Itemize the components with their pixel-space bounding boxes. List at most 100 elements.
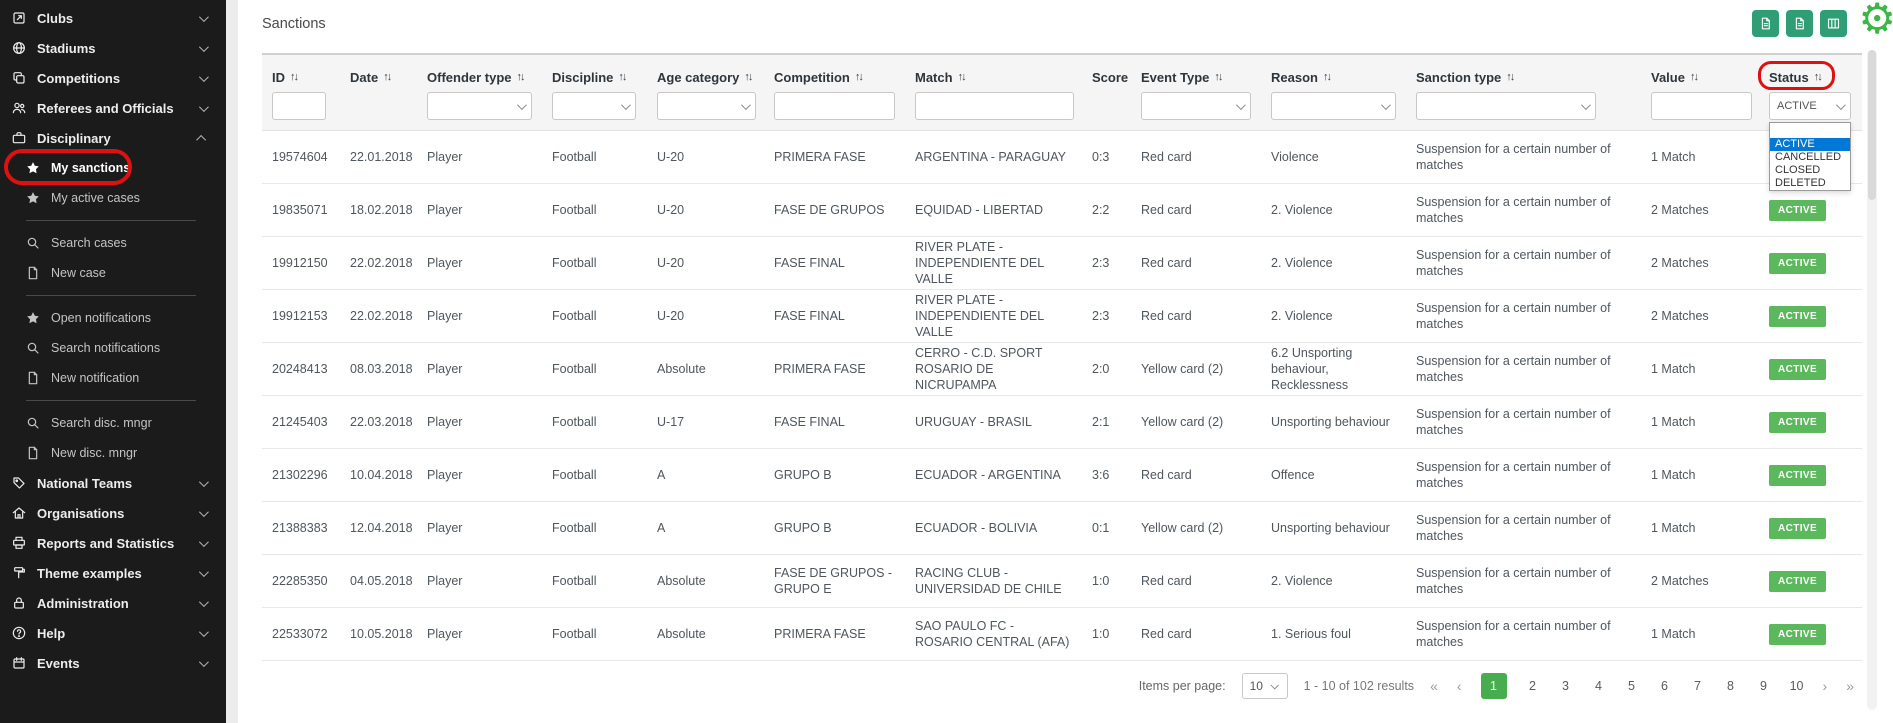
filter-select-reason[interactable]	[1271, 92, 1396, 120]
sort-icon[interactable]: ↑↓	[1214, 71, 1223, 83]
table-row[interactable]: 19574604 22.01.2018 Player Football U-20 PRIM…	[262, 131, 1862, 184]
column-header-match[interactable]: Match ↑↓	[905, 67, 1082, 87]
next-page-button[interactable]: ›	[1822, 678, 1828, 694]
column-header-reason[interactable]: Reason ↑↓	[1261, 67, 1406, 87]
filter-select-discipline[interactable]	[552, 92, 636, 120]
status-option-deleted[interactable]: DELETED	[1775, 177, 1826, 189]
page-button-9[interactable]: 9	[1760, 679, 1767, 693]
sidebar-item-national-teams[interactable]: National Teams	[0, 468, 226, 498]
column-header-status[interactable]: Status ↑↓	[1758, 61, 1862, 90]
status-badge: ACTIVE	[1769, 305, 1827, 327]
column-header-id[interactable]: ID ↑↓	[262, 67, 340, 87]
sidebar: Clubs Stadiums Competitions Referees and Of…	[0, 0, 226, 723]
settings-gear-icon[interactable]: ⚙	[1858, 0, 1893, 42]
organisations-icon	[10, 505, 27, 522]
page-button-8[interactable]: 8	[1727, 679, 1734, 693]
sidebar-item-open-notifications[interactable]: Open notifications	[0, 303, 226, 333]
status-option-closed[interactable]: CLOSED	[1775, 164, 1821, 176]
column-header-offender-type[interactable]: Offender type ↑↓	[417, 67, 542, 87]
sidebar-item-my-active-cases[interactable]: My active cases	[0, 183, 226, 213]
sidebar-item-search-disc-mngr[interactable]: Search disc. mngr	[0, 408, 226, 438]
sidebar-item-competitions[interactable]: Competitions	[0, 63, 226, 93]
filter-select-event-type[interactable]	[1141, 92, 1251, 120]
sidebar-item-new-disc-mngr[interactable]: New disc. mngr	[0, 438, 226, 468]
sort-icon[interactable]: ↑↓	[1322, 71, 1332, 83]
filter-select-age-category[interactable]	[657, 92, 756, 120]
cell-offender_type: Player	[427, 308, 463, 323]
table-row[interactable]: 19835071 18.02.2018 Player Football U-20 FASE…	[262, 184, 1862, 237]
column-header-age-category[interactable]: Age category ↑↓	[647, 67, 764, 87]
column-header-competition[interactable]: Competition ↑↓	[764, 67, 905, 87]
prev-page-button[interactable]: ‹	[1456, 678, 1462, 694]
sort-icon[interactable]: ↑↓	[744, 71, 753, 83]
sort-icon[interactable]: ↑↓	[1689, 71, 1699, 83]
page-button-7[interactable]: 7	[1694, 679, 1701, 693]
status-option-cancelled[interactable]: CANCELLED	[1775, 151, 1842, 163]
table-row[interactable]: 21245403 22.03.2018 Player Football U-17 FASE…	[262, 396, 1862, 449]
table-row[interactable]: 22285350 04.05.2018 Player Football Absolute…	[262, 555, 1862, 608]
sidebar-item-search-notifications[interactable]: Search notifications	[0, 333, 226, 363]
sidebar-item-theme-examples[interactable]: Theme examples	[0, 558, 226, 588]
page-button-4[interactable]: 4	[1595, 679, 1602, 693]
filter-input-competition[interactable]	[774, 92, 895, 120]
sidebar-item-new-notification[interactable]: New notification	[0, 363, 226, 393]
sidebar-item-disciplinary[interactable]: Disciplinary	[0, 123, 226, 153]
sort-icon[interactable]: ↑↓	[290, 71, 299, 83]
column-header-discipline[interactable]: Discipline ↑↓	[542, 67, 647, 87]
table-row[interactable]: 20248413 08.03.2018 Player Football Absolute…	[262, 343, 1862, 396]
sidebar-scrollbar[interactable]	[226, 0, 238, 723]
page-button-1[interactable]: 1	[1480, 673, 1507, 699]
sort-icon[interactable]: ↑↓	[957, 71, 967, 83]
first-page-button[interactable]: «	[1430, 678, 1438, 694]
sort-icon[interactable]: ↑↓	[618, 71, 627, 83]
table-row[interactable]: 21388383 12.04.2018 Player Football A GRUPO B…	[262, 502, 1862, 555]
main-scrollbar[interactable]	[1867, 50, 1877, 710]
export-excel-button[interactable]	[1786, 10, 1813, 37]
sidebar-item-administration[interactable]: Administration	[0, 588, 226, 618]
filter-select-offender-type[interactable]	[427, 92, 532, 120]
sort-icon[interactable]: ↑↓	[516, 71, 526, 83]
status-option-active[interactable]: ACTIVE	[1770, 138, 1850, 151]
filter-input-match[interactable]	[915, 92, 1074, 120]
cell-sanction_type: Suspension for a certain number of match…	[1416, 194, 1611, 225]
filter-input-value[interactable]	[1651, 92, 1752, 120]
status-badge: ACTIVE	[1769, 252, 1827, 274]
column-header-event-type[interactable]: Event Type ↑↓	[1131, 67, 1261, 87]
sort-icon[interactable]: ↑↓	[1506, 71, 1515, 83]
sidebar-item-stadiums[interactable]: Stadiums	[0, 33, 226, 63]
sidebar-item-label: Competitions	[37, 70, 121, 86]
filter-select-status[interactable]: ACTIVE	[1769, 92, 1851, 120]
last-page-button[interactable]: »	[1846, 678, 1854, 694]
page-button-10[interactable]: 10	[1789, 679, 1804, 693]
filter-input-id[interactable]	[272, 92, 326, 120]
sidebar-item-search-cases[interactable]: Search cases	[0, 228, 226, 258]
sort-icon[interactable]: ↑↓	[1813, 71, 1823, 83]
status-option-blank[interactable]	[1770, 123, 1850, 138]
column-header-sanction-type[interactable]: Sanction type ↑↓	[1406, 67, 1641, 87]
sidebar-item-referees-and-officials[interactable]: Referees and Officials	[0, 93, 226, 123]
page-button-2[interactable]: 2	[1529, 679, 1536, 693]
sidebar-item-my-sanctions[interactable]: My sanctions	[0, 149, 226, 185]
sort-icon[interactable]: ↑↓	[383, 71, 392, 83]
page-button-6[interactable]: 6	[1661, 679, 1668, 693]
column-visibility-button[interactable]	[1820, 10, 1847, 37]
page-button-5[interactable]: 5	[1628, 679, 1635, 693]
sidebar-item-reports-and-statistics[interactable]: Reports and Statistics	[0, 528, 226, 558]
table-row[interactable]: 19912153 22.02.2018 Player Football U-20 FASE…	[262, 290, 1862, 343]
sidebar-item-help[interactable]: Help	[0, 618, 226, 648]
sidebar-item-organisations[interactable]: Organisations	[0, 498, 226, 528]
items-per-page-select[interactable]: 10	[1241, 673, 1288, 699]
column-header-value[interactable]: Value ↑↓	[1641, 67, 1759, 87]
column-header-date[interactable]: Date ↑↓	[340, 67, 417, 87]
sidebar-item-clubs[interactable]: Clubs	[0, 3, 226, 33]
table-row[interactable]: 22533072 10.05.2018 Player Football Absolute…	[262, 608, 1862, 661]
filter-select-sanction-type[interactable]	[1416, 92, 1596, 120]
sort-icon[interactable]: ↑↓	[854, 71, 864, 83]
table-row[interactable]: 19912150 22.02.2018 Player Football U-20 FASE…	[262, 237, 1862, 290]
export-pdf-button[interactable]	[1752, 10, 1779, 37]
table-row[interactable]: 21302296 10.04.2018 Player Football A GRUPO B…	[262, 449, 1862, 502]
sidebar-divider	[26, 295, 196, 296]
sidebar-item-new-case[interactable]: New case	[0, 258, 226, 288]
page-button-3[interactable]: 3	[1562, 679, 1569, 693]
sidebar-item-events[interactable]: Events	[0, 648, 226, 678]
